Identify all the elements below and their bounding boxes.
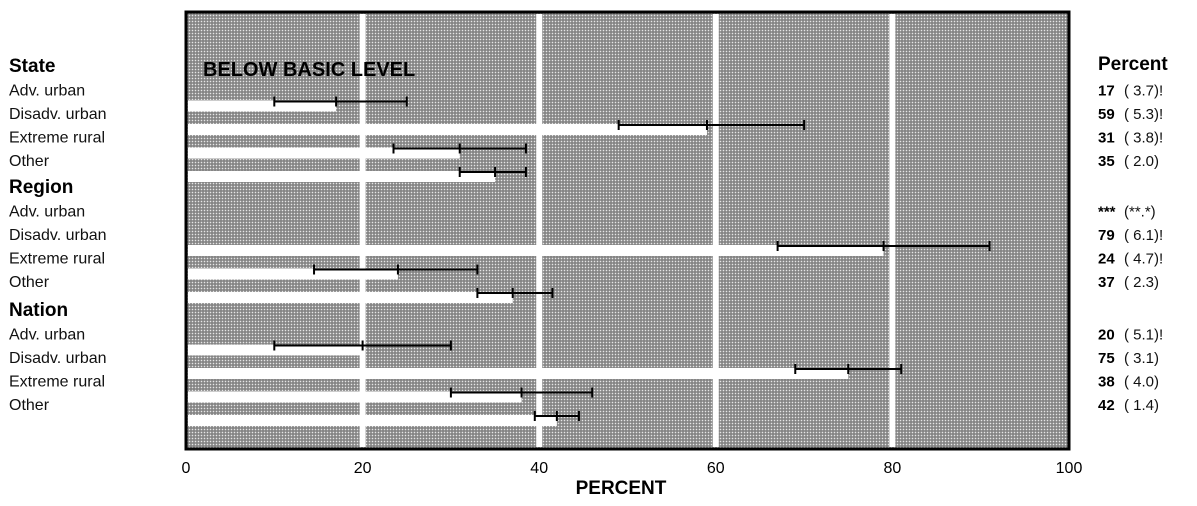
bar <box>188 415 557 426</box>
percent-value: 20 <box>1098 327 1115 344</box>
x-axis-title: PERCENT <box>576 478 667 499</box>
percent-column-header: Percent <box>1098 54 1168 75</box>
percent-value: 17 <box>1098 83 1115 100</box>
bar <box>188 171 496 182</box>
row-label: Adv. urban <box>9 204 85 221</box>
row-label: Extreme rural <box>9 251 105 268</box>
percent-value: 79 <box>1098 227 1115 244</box>
row-label: Disadv. urban <box>9 106 107 123</box>
x-tick-label: 20 <box>354 460 372 477</box>
percent-value: *** <box>1098 204 1116 221</box>
group-label: Region <box>9 177 73 198</box>
row-label: Other <box>9 397 50 414</box>
bars <box>188 100 884 426</box>
bar <box>188 268 398 280</box>
percent-value: 75 <box>1098 350 1115 367</box>
row-label: Adv. urban <box>9 327 85 344</box>
row-labels: State Adv. urban Disadv. urban Extreme rura… <box>9 56 107 414</box>
row-label: Adv. urban <box>9 83 85 100</box>
row-label: Other <box>9 153 50 170</box>
standard-error: ( 3.1) <box>1124 350 1159 367</box>
percent-value: 38 <box>1098 374 1115 391</box>
standard-error: ( 4.7)! <box>1124 251 1163 268</box>
x-tick-labels: 0 20 40 60 80 100 <box>182 460 1083 477</box>
row-label: Other <box>9 274 50 291</box>
x-tick-label: 40 <box>530 460 548 477</box>
group-label: Nation <box>9 300 68 321</box>
standard-error: (**.*) <box>1124 204 1156 221</box>
x-tick-label: 60 <box>707 460 725 477</box>
standard-error: ( 6.1)! <box>1124 227 1163 244</box>
standard-error: ( 1.4) <box>1124 397 1159 414</box>
bar <box>188 100 337 112</box>
x-tick-label: 0 <box>182 460 191 477</box>
row-label: Disadv. urban <box>9 350 107 367</box>
bar <box>188 292 513 303</box>
group-label: State <box>9 56 55 77</box>
row-label: Extreme rural <box>9 130 105 147</box>
percent-value: 31 <box>1098 130 1115 147</box>
percent-column: 17 ( 3.7)! 59 ( 5.3)! 31 ( 3.8)! 35 ( 2.0) *** (*… <box>1098 83 1163 415</box>
standard-error: ( 4.0) <box>1124 374 1159 391</box>
percent-value: 35 <box>1098 153 1115 170</box>
row-label: Disadv. urban <box>9 227 107 244</box>
bar <box>188 124 707 135</box>
standard-error: ( 2.3) <box>1124 274 1159 291</box>
percent-value: 37 <box>1098 274 1115 291</box>
error-bars <box>273 96 991 421</box>
bar <box>188 147 460 159</box>
bar <box>188 391 522 403</box>
percent-value: 42 <box>1098 397 1115 414</box>
x-tick-label: 80 <box>884 460 902 477</box>
standard-error: ( 3.7)! <box>1124 83 1163 100</box>
panel-title: BELOW BASIC LEVEL <box>203 59 415 81</box>
row-label: Extreme rural <box>9 374 105 391</box>
x-tick-label: 100 <box>1056 460 1083 477</box>
standard-error: ( 5.3)! <box>1124 106 1163 123</box>
bar <box>188 368 849 379</box>
bar <box>188 245 884 256</box>
standard-error: ( 2.0) <box>1124 153 1159 170</box>
standard-error: ( 3.8)! <box>1124 130 1163 147</box>
percent-value: 24 <box>1098 251 1115 268</box>
standard-error: ( 5.1)! <box>1124 327 1163 344</box>
percent-value: 59 <box>1098 106 1115 123</box>
